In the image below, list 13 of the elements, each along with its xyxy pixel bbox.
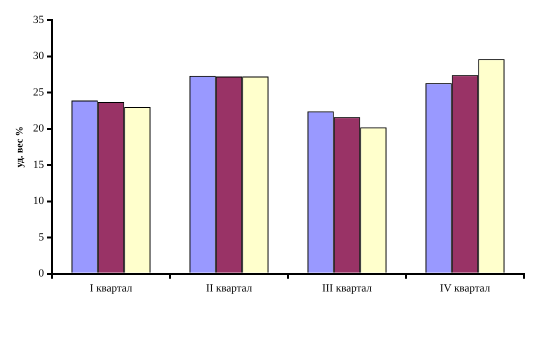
y-tick-label: 15: [33, 158, 44, 171]
x-tick-label: III квартал: [322, 282, 372, 294]
y-tick-label: 0: [38, 268, 44, 280]
y-tick-label: 30: [33, 50, 44, 62]
y-tick-label: 35: [33, 14, 44, 26]
y-tick-label: 20: [33, 122, 44, 135]
y-tick-label: 25: [33, 86, 44, 98]
y-tick-label: 5: [38, 231, 44, 244]
x-tick-label: I квартал: [90, 282, 133, 294]
x-tick-label: IV квартал: [440, 282, 491, 294]
y-axis-title: уд. вес %: [14, 126, 26, 168]
x-tick-label: II квартал: [206, 282, 253, 294]
y-tick-label: 10: [33, 195, 44, 208]
